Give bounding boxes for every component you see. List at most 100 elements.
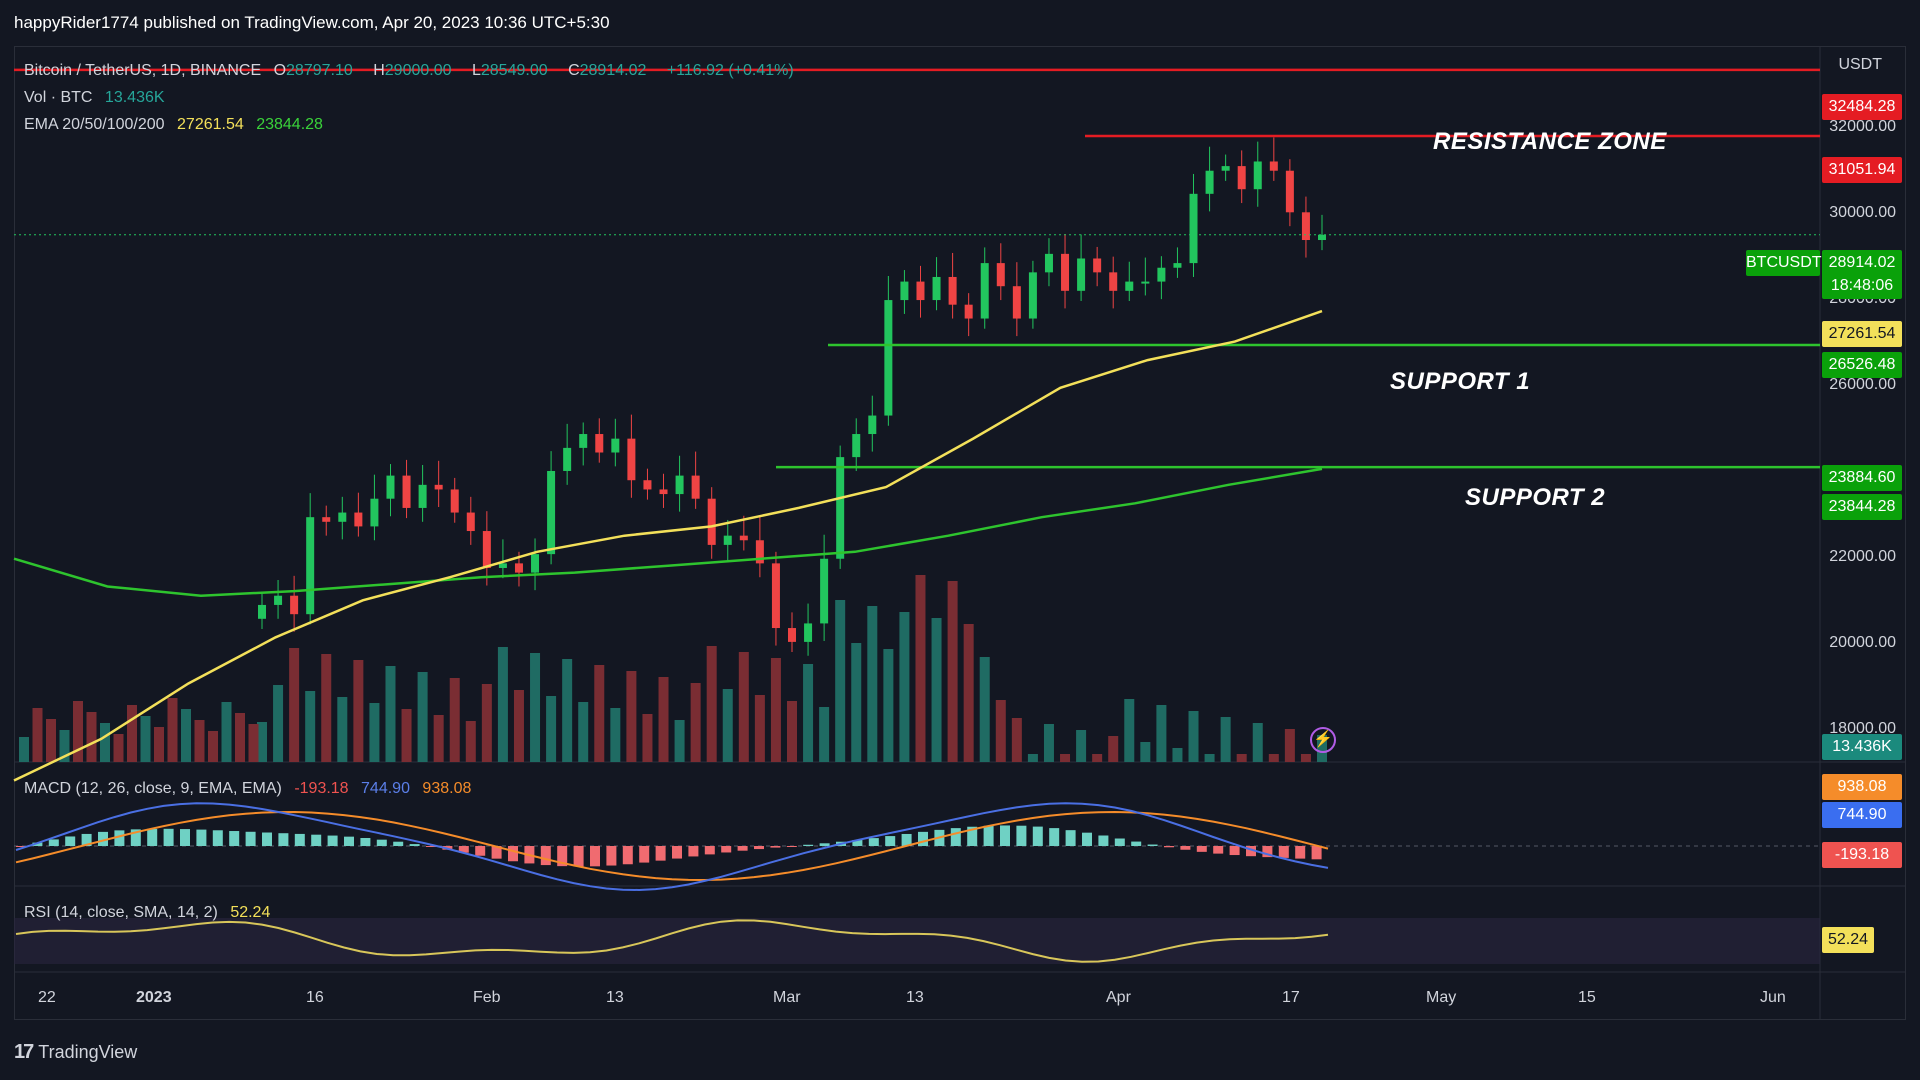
macd-legend: MACD (12, 26, close, 9, EMA, EMA) -193.1… <box>24 780 479 798</box>
volume-bar <box>73 701 83 762</box>
volume-bar <box>1076 730 1087 762</box>
candle-body <box>1253 161 1262 190</box>
volume-bar <box>851 643 862 762</box>
volume-bar <box>1027 754 1038 762</box>
candle-body <box>675 475 684 495</box>
macd-histogram-bar <box>1164 846 1174 848</box>
macd-label[interactable]: MACD (12, 26, close, 9, EMA, EMA) <box>24 780 282 797</box>
macd-histogram-bar <box>114 830 125 846</box>
macd-histogram-bar <box>737 846 748 851</box>
volume-bar <box>722 689 733 762</box>
volume-bar <box>610 708 621 762</box>
chart-frame <box>14 46 1906 1020</box>
lightning-icon[interactable]: ⚡ <box>1310 727 1336 753</box>
macd-histogram-bar <box>770 846 781 848</box>
symbol-legend: Bitcoin / TetherUS, 1D, BINANCE O28797.1… <box>24 62 802 80</box>
ema50-line <box>13 309 1323 782</box>
high-value: 29000.00 <box>384 62 452 79</box>
macd-histogram-bar <box>1032 826 1043 846</box>
resistance-zone-label: RESISTANCE ZONE <box>1433 128 1667 155</box>
low-label: L <box>471 62 481 79</box>
time-tick: May <box>1426 989 1457 1006</box>
macd-histogram-bar <box>557 846 568 867</box>
macd-signal-price-label: 938.08 <box>1822 774 1902 800</box>
time-tick: Mar <box>773 989 801 1006</box>
macd-histogram-bar <box>1196 846 1207 852</box>
candle-body <box>386 475 395 499</box>
volume-bar <box>1043 724 1054 762</box>
volume-bar <box>770 658 781 762</box>
volume-bar <box>449 678 460 762</box>
ema50-price-label: 27261.54 <box>1822 321 1902 347</box>
rsi-legend: RSI (14, close, SMA, 14, 2) 52.24 <box>24 904 278 922</box>
macd-histogram-bar <box>311 834 322 846</box>
candle-body <box>1044 253 1053 273</box>
candle-body <box>1301 212 1310 241</box>
volume-bar <box>1011 718 1022 762</box>
candle-body <box>1125 281 1134 291</box>
candle-body <box>852 434 861 458</box>
candle-body <box>1221 166 1230 171</box>
macd-histogram-bar <box>1114 838 1125 846</box>
candle-body <box>739 535 748 541</box>
macd-histogram-bar <box>868 838 879 846</box>
candle-body <box>755 540 764 564</box>
candle-body <box>1077 258 1086 291</box>
volume-bar <box>690 683 701 762</box>
macd-histogram-bar <box>491 846 502 859</box>
macd-histogram-bar <box>1180 846 1191 850</box>
macd-signal-value: 938.08 <box>422 780 472 797</box>
candle-body <box>964 304 973 319</box>
symbol-name[interactable]: Bitcoin / TetherUS, 1D, BINANCE <box>24 62 262 79</box>
volume-label[interactable]: Vol · BTC <box>24 89 93 106</box>
candle-body <box>450 489 459 513</box>
price-tick-26000: 26000.00 <box>1829 376 1896 393</box>
candle-body <box>1157 267 1166 282</box>
volume-bar <box>787 701 797 762</box>
volume-bar <box>385 666 396 762</box>
volume-bar <box>594 665 605 762</box>
volume-legend: Vol · BTC 13.436K <box>24 89 173 107</box>
macd-histogram-bar <box>540 846 551 866</box>
macd-histogram-bar <box>32 842 43 846</box>
volume-bar <box>899 612 910 762</box>
volume-bar <box>257 722 267 762</box>
volume-bar <box>883 649 894 762</box>
volume-bar <box>19 737 29 762</box>
macd-histogram-bar <box>1000 825 1010 846</box>
volume-bar <box>194 720 205 762</box>
candle-body <box>659 489 668 495</box>
macd-histogram-bar <box>819 843 830 846</box>
candle-body <box>370 498 379 527</box>
volume-price-label: 13.436K <box>1822 734 1902 760</box>
volume-bar <box>305 691 316 762</box>
ema-label[interactable]: EMA 20/50/100/200 <box>24 116 165 133</box>
rsi-label[interactable]: RSI (14, close, SMA, 14, 2) <box>24 904 218 921</box>
macd-histogram-bar <box>885 836 896 846</box>
candle-body <box>932 276 941 301</box>
price-unit[interactable]: USDT <box>1838 56 1882 73</box>
volume-bar <box>1124 699 1135 762</box>
macd-histogram-bar <box>606 846 617 866</box>
macd-histogram-bar <box>458 846 469 853</box>
candle-body <box>820 558 829 624</box>
open-label: O <box>273 62 287 79</box>
ema50-value: 27261.54 <box>177 116 244 133</box>
tradingview-logo[interactable]: 17 TradingView <box>14 1041 137 1064</box>
time-tick: Feb <box>473 989 501 1006</box>
macd-histogram-bar <box>918 831 928 846</box>
candle-body <box>916 281 925 301</box>
macd-histogram-bar <box>1082 832 1092 846</box>
macd-histogram-bar <box>376 839 387 846</box>
bar-countdown-label: 18:48:06 <box>1822 273 1902 299</box>
support2-price-label: 23884.60 <box>1822 465 1902 491</box>
candle-body <box>563 447 572 471</box>
macd-histogram-bar <box>278 833 289 846</box>
time-tick: 16 <box>306 989 324 1006</box>
candle-body <box>1173 263 1182 268</box>
macd-histogram-bar <box>852 839 863 846</box>
open-value: 28797.10 <box>286 62 353 79</box>
support-1-label: SUPPORT 1 <box>1390 368 1531 395</box>
candle-body <box>531 554 540 573</box>
